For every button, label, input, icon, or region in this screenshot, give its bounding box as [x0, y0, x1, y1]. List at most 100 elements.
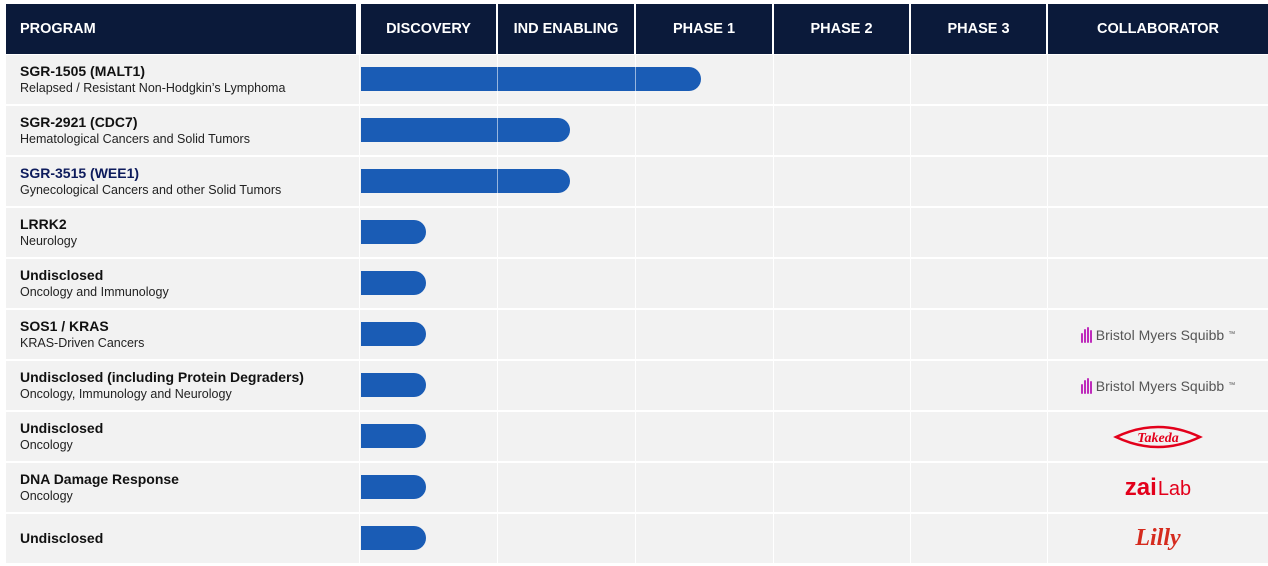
program-indication: Oncology, Immunology and Neurology [20, 387, 232, 401]
bms-logo: Bristol Myers Squibb ™ [1080, 326, 1235, 343]
program-cell: LRRK2 Neurology [6, 208, 356, 257]
header-stage-phase-3: PHASE 3 [911, 4, 1046, 54]
program-indication: KRAS-Driven Cancers [20, 336, 145, 350]
stage-divider [359, 259, 360, 308]
stage-divider [773, 157, 774, 206]
stage-divider [635, 412, 636, 461]
zai-lab-logo: zai Lab [1125, 474, 1191, 502]
pipeline-row: SGR-2921 (CDC7) Hematological Cancers and… [6, 106, 1268, 155]
program-indication: Relapsed / Resistant Non-Hodgkin’s Lymph… [20, 81, 286, 95]
stage-divider [773, 463, 774, 512]
program-cell: DNA Damage Response Oncology [6, 463, 356, 512]
program-name: SGR-3515 (WEE1) [20, 165, 140, 181]
stage-divider [635, 361, 636, 410]
pipeline-row: Undisclosed Oncology and Immunology [6, 259, 1268, 308]
program-cell: SGR-2921 (CDC7) Hematological Cancers and… [6, 106, 356, 155]
stage-divider [635, 157, 636, 206]
bms-hand-icon [1080, 326, 1092, 343]
stage-divider [910, 310, 911, 359]
program-name: SGR-1505 (MALT1) [20, 63, 145, 79]
stage-divider [635, 208, 636, 257]
stage-divider [359, 310, 360, 359]
progress-bar [361, 373, 426, 397]
header-stage-discovery: DISCOVERY [361, 4, 496, 54]
stage-divider [359, 55, 360, 104]
stage-divider [773, 514, 774, 563]
pipeline-row: Undisclosed Oncology Takeda [6, 412, 1268, 461]
stage-divider [497, 361, 498, 410]
stage-divider [910, 259, 911, 308]
pipeline-row: LRRK2 Neurology [6, 208, 1268, 257]
stage-divider [359, 361, 360, 410]
bar-stage-divider [497, 67, 498, 91]
pipeline-row: SOS1 / KRAS KRAS-Driven Cancers Bristol My… [6, 310, 1268, 359]
stage-divider [1047, 361, 1048, 410]
stage-divider [910, 55, 911, 104]
stage-divider [773, 361, 774, 410]
stage-divider [910, 106, 911, 155]
progress-bar [361, 169, 571, 193]
bar-stage-divider [635, 67, 636, 91]
program-indication: Neurology [20, 234, 77, 248]
svg-text:Takeda: Takeda [1137, 431, 1178, 446]
stage-divider [910, 514, 911, 563]
header-stage-phase-2: PHASE 2 [774, 4, 909, 54]
program-cell: Undisclosed Oncology [6, 412, 356, 461]
program-cell: SOS1 / KRAS KRAS-Driven Cancers [6, 310, 356, 359]
stage-divider [1047, 463, 1048, 512]
collaborator-cell: Takeda [1048, 412, 1268, 461]
stage-divider [635, 259, 636, 308]
progress-bar [361, 526, 426, 550]
stage-divider [635, 310, 636, 359]
program-cell: Undisclosed (including Protein Degraders… [6, 361, 356, 410]
collaborator-cell: Lilly [1048, 514, 1268, 563]
stage-divider [910, 157, 911, 206]
progress-bar [361, 220, 426, 244]
stage-divider [635, 106, 636, 155]
stage-divider [359, 463, 360, 512]
program-cell: Undisclosed Oncology and Immunology [6, 259, 356, 308]
stage-divider [910, 412, 911, 461]
stage-divider [1047, 412, 1048, 461]
program-indication: Oncology [20, 489, 73, 503]
program-name: Undisclosed [20, 420, 104, 436]
lab-logo-text: Lab [1157, 477, 1192, 500]
progress-bar [361, 424, 426, 448]
collaborator-cell: Bristol Myers Squibb ™ [1048, 361, 1268, 410]
program-name: Undisclosed [20, 267, 104, 283]
stage-divider [635, 463, 636, 512]
stage-divider [773, 259, 774, 308]
stage-divider [1047, 106, 1048, 155]
bar-stage-divider [497, 169, 498, 193]
program-cell: Undisclosed [6, 514, 356, 563]
progress-bar [361, 271, 426, 295]
pipeline-chart: PROGRAM DISCOVERY IND ENABLING PHASE 1 P… [6, 4, 1268, 566]
stage-divider [773, 208, 774, 257]
stage-divider [910, 208, 911, 257]
pipeline-row: DNA Damage Response Oncology zai Lab [6, 463, 1268, 512]
stage-divider [497, 208, 498, 257]
program-name: Undisclosed (including Protein Degraders… [20, 369, 304, 385]
program-name: LRRK2 [20, 216, 67, 232]
stage-divider [1047, 55, 1048, 104]
progress-bar [361, 67, 701, 91]
pipeline-row: SGR-1505 (MALT1) Relapsed / Resistant Non… [6, 55, 1268, 104]
stage-divider [497, 412, 498, 461]
program-name: DNA Damage Response [20, 471, 179, 487]
pipeline-row: Undisclosed Lilly [6, 514, 1268, 563]
stage-divider [1047, 157, 1048, 206]
lilly-logo: Lilly [1135, 525, 1181, 551]
header-stage-phase-1: PHASE 1 [636, 4, 772, 54]
stage-divider [1047, 259, 1048, 308]
collaborator-cell: zai Lab [1048, 463, 1268, 512]
stage-divider [1047, 208, 1048, 257]
stage-divider [910, 463, 911, 512]
progress-bar [361, 118, 571, 142]
bms-trademark: ™ [1228, 382, 1236, 389]
program-name: SGR-2921 (CDC7) [20, 114, 138, 130]
stage-divider [497, 514, 498, 563]
bms-hand-icon [1080, 377, 1092, 394]
stage-divider [773, 55, 774, 104]
pipeline-row: SGR-3515 (WEE1) Gynecological Cancers and… [6, 157, 1268, 206]
zai-logo-text: zai [1124, 473, 1157, 501]
